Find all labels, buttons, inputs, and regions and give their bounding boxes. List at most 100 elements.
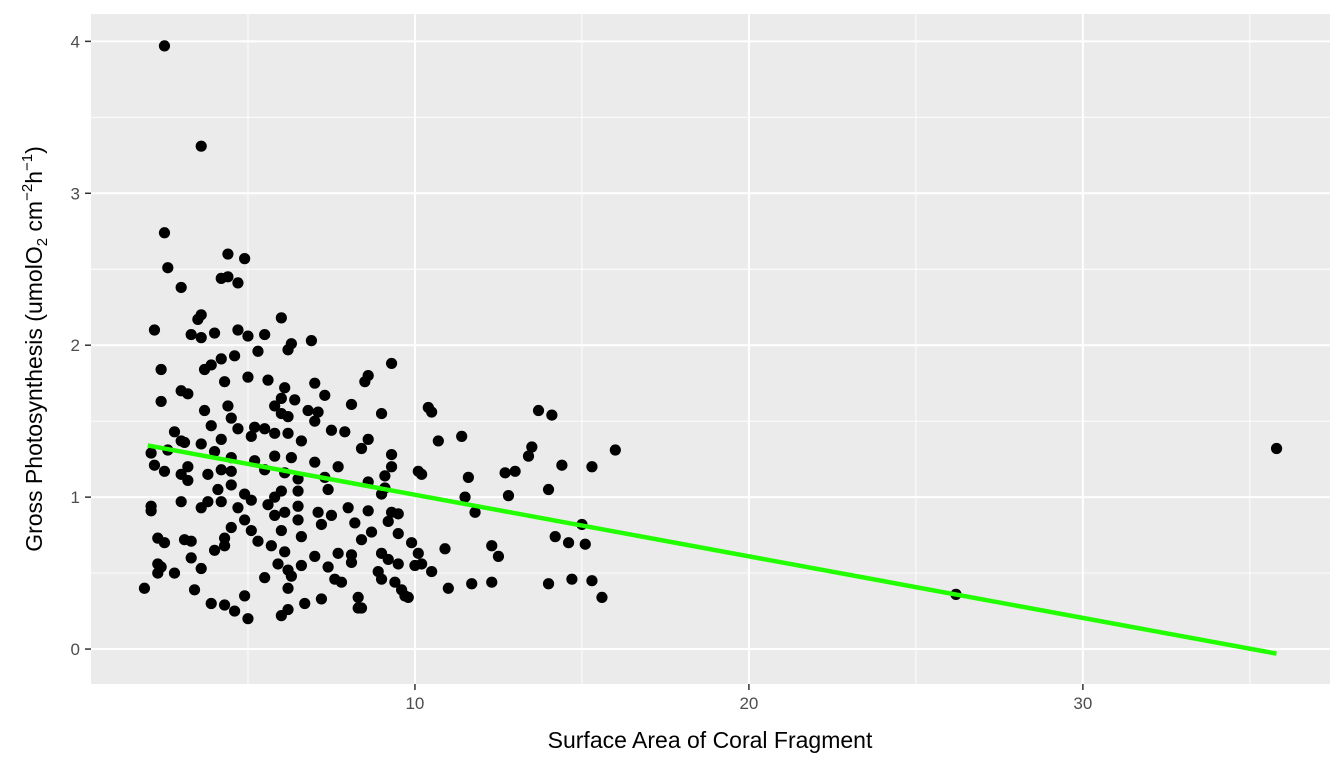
data-point (379, 470, 391, 482)
data-point (269, 400, 281, 412)
data-point (312, 506, 324, 518)
data-point (562, 537, 575, 549)
data-point (232, 277, 244, 289)
data-point (239, 514, 251, 526)
y-axis-title-sup1: −2 (19, 184, 36, 201)
data-point (459, 491, 471, 503)
data-point (299, 597, 311, 610)
data-point (269, 427, 281, 439)
y-tick-label: 3 (71, 184, 80, 203)
data-point (355, 534, 368, 546)
data-point (198, 404, 211, 417)
data-point (295, 531, 307, 543)
data-point (182, 474, 194, 487)
data-point (406, 537, 418, 549)
data-point (349, 517, 361, 529)
data-point (215, 496, 227, 508)
data-point (225, 412, 237, 424)
data-point (426, 565, 438, 578)
data-point (242, 613, 254, 625)
data-point (532, 404, 545, 417)
data-point (158, 227, 171, 239)
data-point (492, 550, 505, 562)
data-point (239, 590, 251, 602)
data-point (155, 395, 167, 408)
data-point (416, 468, 428, 480)
data-point (225, 521, 237, 534)
data-point (218, 376, 231, 388)
y-axis-title-mid2: h (21, 171, 47, 184)
data-point (309, 377, 321, 389)
data-point (392, 558, 404, 570)
data-point (158, 465, 171, 477)
data-point (345, 398, 358, 411)
data-point (242, 371, 254, 383)
data-point (355, 602, 368, 614)
data-point (232, 324, 244, 336)
data-point (282, 603, 294, 616)
data-point (526, 441, 538, 453)
data-point (309, 415, 321, 427)
data-point (282, 582, 294, 594)
data-point (542, 578, 555, 590)
data-point (252, 535, 264, 547)
data-point (375, 407, 388, 420)
data-point (285, 452, 297, 464)
data-point (309, 456, 321, 468)
data-point (202, 496, 214, 508)
data-point (439, 543, 451, 555)
data-point (289, 394, 301, 406)
data-point (385, 506, 398, 518)
x-tick-label: 20 (739, 694, 758, 713)
data-point (335, 576, 348, 588)
data-point (138, 582, 151, 594)
data-point (352, 591, 364, 604)
x-tick-label: 30 (1073, 694, 1092, 713)
data-point (315, 518, 328, 531)
data-point (168, 567, 181, 579)
trend-layer (147, 443, 1277, 656)
data-point (272, 558, 284, 570)
data-point (355, 442, 368, 455)
data-point (596, 591, 608, 604)
data-point (158, 537, 171, 549)
data-point (345, 556, 358, 569)
data-point (195, 309, 207, 321)
data-point (412, 547, 424, 559)
data-point (225, 479, 237, 491)
data-point (195, 140, 207, 152)
data-point (195, 332, 207, 344)
data-point (208, 327, 221, 339)
trend-line (147, 443, 1277, 656)
data-point (279, 546, 291, 558)
y-axis-title-suffix: ) (21, 146, 47, 154)
data-point (456, 430, 468, 442)
data-point (392, 527, 404, 540)
x-axis: 10 20 30 (405, 684, 1092, 713)
data-point (339, 426, 351, 438)
plot-panel (91, 14, 1330, 684)
data-point (205, 359, 217, 371)
data-point (205, 597, 217, 610)
y-tick-label: 1 (71, 488, 80, 507)
grid-major (91, 14, 1330, 684)
data-point (309, 550, 321, 562)
data-point (249, 421, 261, 433)
data-point (395, 584, 408, 596)
data-point (566, 573, 578, 585)
data-point (295, 559, 307, 572)
data-point (182, 388, 194, 400)
data-point (145, 505, 157, 517)
data-point (239, 253, 251, 265)
data-point (382, 553, 394, 566)
x-axis-title: Surface Area of Coral Fragment (548, 727, 873, 753)
data-point (322, 483, 334, 496)
data-point (426, 406, 438, 418)
y-tick-label: 2 (71, 336, 80, 355)
y-axis-title: Gross Photosynthesis (umolO2 cm−2h−1) (19, 146, 51, 552)
data-point (275, 312, 287, 324)
data-point (185, 552, 197, 564)
data-point (586, 575, 598, 587)
data-point (312, 406, 324, 418)
